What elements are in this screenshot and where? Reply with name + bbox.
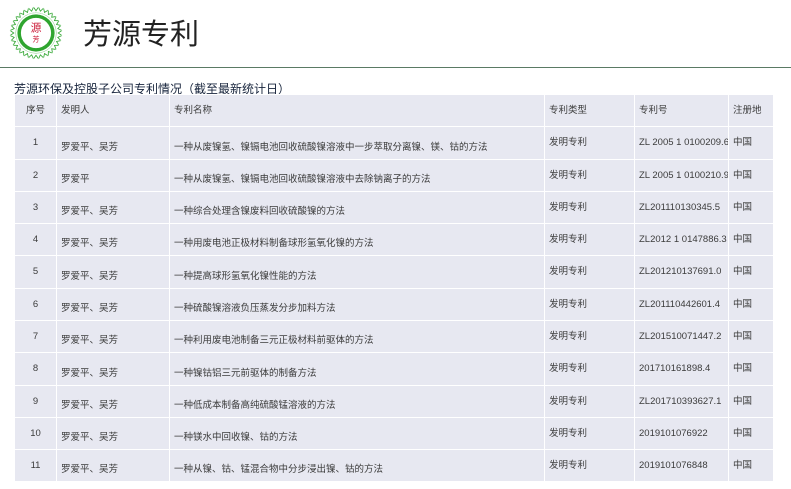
- svg-text:源: 源: [31, 21, 42, 34]
- svg-text:芳: 芳: [32, 35, 39, 44]
- svg-text:HUABAOHWA: HUABAOHWA: [28, 51, 45, 56]
